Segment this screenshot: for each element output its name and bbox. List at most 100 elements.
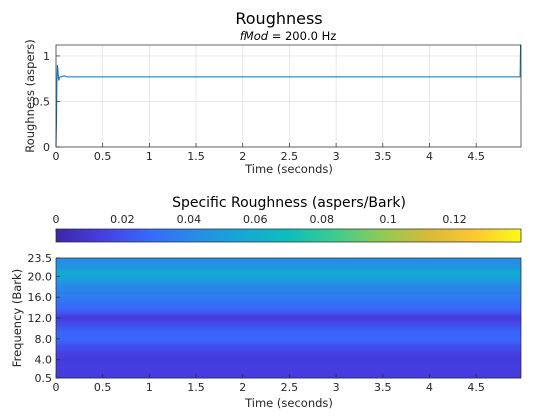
heatmap-cell [56, 312, 521, 314]
heatmap-cell [56, 316, 521, 318]
heatmap-cell [56, 295, 521, 297]
roughness-x-tick-label: 0.5 [94, 150, 112, 163]
heatmap-cell [56, 324, 521, 326]
heatmap-cell [56, 344, 521, 346]
heatmap-cell [56, 345, 521, 347]
heatmap-cell [56, 322, 521, 324]
heatmap-cell [56, 299, 521, 301]
heatmap-cell [56, 367, 521, 368]
heatmap-cell [56, 297, 521, 299]
heatmap-cell [56, 266, 521, 268]
roughness-x-tick-label: 0 [53, 150, 60, 163]
heatmap-y-tick-label: 23.5 [28, 252, 53, 265]
heatmap-cell [56, 339, 521, 341]
heatmap-cell [56, 373, 521, 375]
heatmap-cell [56, 331, 521, 333]
heatmap-cell [56, 330, 521, 331]
heatmap-cell [56, 291, 521, 293]
roughness-y-axis-label: Roughness (aspers) [23, 39, 37, 153]
heatmap-cell [56, 265, 521, 267]
heatmap-cell [56, 288, 521, 290]
heatmap-cell [56, 286, 521, 288]
heatmap-cell [56, 284, 521, 286]
heatmap-y-axis-label: Frequency (Bark) [10, 269, 24, 367]
heatmap-cell [56, 364, 521, 366]
heatmap-cell [56, 358, 521, 360]
heatmap-cell [56, 258, 521, 260]
heatmap-cell [56, 315, 521, 317]
heatmap-cell [56, 268, 521, 270]
specific-roughness-title: Specific Roughness (aspers/Bark) [172, 195, 406, 211]
roughness-x-tick-label: 2 [239, 150, 246, 163]
heatmap-cell [56, 284, 521, 286]
heatmap-cell [56, 358, 521, 360]
heatmap-cell [56, 309, 521, 311]
roughness-y-tick-label: 1 [43, 50, 50, 63]
heatmap-cell [56, 332, 521, 334]
heatmap-cell [56, 259, 521, 261]
heatmap-cell [56, 362, 521, 364]
heatmap-cell [56, 263, 521, 265]
heatmap-cell [56, 370, 521, 372]
heatmap-cell [56, 271, 521, 273]
heatmap-x-tick-label: 1.5 [187, 381, 205, 394]
heatmap-cell [56, 283, 521, 284]
heatmap-cell [56, 344, 521, 346]
heatmap-cell [56, 294, 521, 295]
heatmap-cell [56, 313, 521, 315]
heatmap-cell [56, 260, 521, 262]
heatmap-cell [56, 356, 521, 358]
heatmap-cell [56, 300, 521, 302]
heatmap-cell [56, 288, 521, 290]
heatmap-cell [56, 296, 521, 298]
heatmap-cell [56, 323, 521, 325]
roughness-x-tick-label: 3.5 [374, 150, 392, 163]
heatmap-cell [56, 366, 521, 368]
heatmap-cell [56, 364, 521, 366]
heatmap-cell [56, 264, 521, 266]
heatmap-axes-box [55, 257, 522, 379]
heatmap-cell [56, 332, 521, 334]
heatmap-cell [56, 346, 521, 348]
heatmap-cell [56, 301, 521, 303]
heatmap-cell [56, 293, 521, 295]
colorbar-tick-label: 0.02 [110, 213, 135, 226]
heatmap-cell [56, 280, 521, 282]
heatmap-cell [56, 262, 521, 264]
heatmap-cell [56, 261, 521, 263]
heatmap-cell [56, 310, 521, 312]
heatmap-cell [56, 341, 521, 343]
heatmap-cell [56, 302, 521, 304]
heatmap-cell [56, 352, 521, 354]
heatmap-cell [56, 282, 521, 283]
heatmap-cell [56, 262, 521, 264]
heatmap-cell [56, 299, 521, 301]
heatmap-cell [56, 349, 521, 351]
heatmap-cell [56, 338, 521, 340]
heatmap-cell [56, 321, 521, 323]
heatmap-cell [56, 346, 521, 348]
heatmap-cell [56, 336, 521, 338]
heatmap-y-tick-label: 12.0 [28, 312, 53, 325]
heatmap-cell [56, 303, 521, 305]
heatmap-cell [56, 354, 521, 355]
heatmap-cell [56, 372, 521, 374]
heatmap-cell [56, 276, 521, 278]
heatmap-cell [56, 279, 521, 281]
roughness-x-tick-label: 1.5 [187, 150, 205, 163]
heatmap-cell [56, 371, 521, 373]
colorbar [55, 228, 522, 243]
heatmap-cell [56, 298, 521, 300]
heatmap-cell [56, 374, 521, 376]
heatmap-cell [56, 337, 521, 339]
heatmap-cell [56, 314, 521, 316]
heatmap-cell [56, 315, 521, 317]
colorbar-ticks: 0 0.02 0.04 0.06 0.08 0.1 0.12 [53, 213, 467, 232]
heatmap-cell [56, 270, 521, 271]
heatmap-y-tick-label: 0.5 [35, 372, 53, 385]
heatmap-cell [56, 311, 521, 313]
heatmap-x-tick-label: 4.5 [467, 381, 485, 394]
heatmap-cell [56, 354, 521, 356]
heatmap-cell [56, 366, 521, 367]
